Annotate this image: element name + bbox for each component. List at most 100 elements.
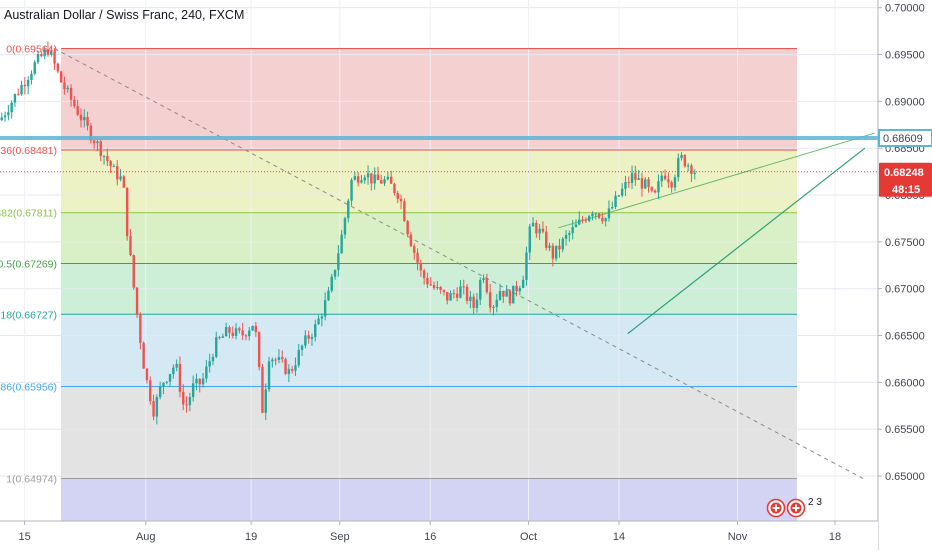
candle-body: [116, 166, 119, 180]
candle-body: [228, 327, 231, 333]
candle-body: [515, 285, 518, 292]
price-tick-label: 0.67000: [885, 284, 925, 296]
price-tick-label: 0.67500: [885, 237, 925, 249]
candle-body: [551, 245, 555, 259]
time-axis[interactable]: 15 Aug 19 Sep 16 Oct 14 Nov 18: [0, 520, 878, 550]
candle-body: [564, 234, 568, 239]
candle-body: [634, 173, 637, 180]
candle-body: [30, 73, 33, 81]
candle-body: [389, 176, 393, 184]
candle-body: [591, 213, 594, 217]
candle-body: [198, 378, 201, 385]
candle-body: [231, 332, 234, 336]
candle-body: [380, 180, 383, 184]
candle-body: [10, 102, 13, 113]
candle-body: [429, 284, 432, 286]
candles: [0, 41, 696, 425]
candle-body: [343, 218, 347, 235]
candle-body: [112, 166, 116, 168]
candle-body: [40, 54, 43, 57]
candle-body: [284, 359, 287, 374]
candle-body: [686, 165, 690, 167]
fib-label: 0.618(0.66727): [0, 309, 57, 321]
candle-body: [548, 245, 551, 248]
candle-body: [201, 378, 205, 385]
candle-body: [630, 173, 634, 184]
candle-body: [535, 222, 538, 234]
time-tick-label: 18: [829, 531, 841, 543]
candle-body: [693, 172, 696, 174]
candle-body: [601, 217, 604, 222]
candle-body: [26, 80, 30, 87]
candle-body: [492, 306, 495, 308]
candle-body: [300, 345, 304, 350]
candle-body: [211, 356, 215, 362]
trend-lines: [54, 48, 875, 479]
trend-line-channel-lower[interactable]: [627, 147, 866, 335]
candle-body: [409, 234, 413, 247]
candle-body: [36, 54, 40, 63]
candle-body: [0, 117, 3, 121]
candle-body: [162, 382, 165, 387]
candle-body: [587, 216, 591, 221]
trend-line-diagonal-dashed[interactable]: [54, 48, 864, 479]
fib-level-lines: [61, 48, 797, 479]
candle-body: [663, 175, 667, 180]
swiss-flag-icon[interactable]: [786, 498, 806, 518]
candle-body: [17, 94, 20, 96]
candle-body: [485, 278, 489, 293]
price-tick-label: 0.69500: [885, 50, 925, 62]
candle-body: [690, 165, 693, 174]
candle-body: [53, 51, 56, 64]
candle-body: [122, 176, 126, 188]
candle-body: [604, 218, 607, 222]
candle-body: [175, 363, 178, 368]
candle-body: [99, 141, 102, 157]
candle-body: [459, 286, 462, 298]
candle-body: [607, 208, 611, 219]
candle-body: [594, 213, 597, 215]
candle-body: [462, 286, 465, 288]
fib-zone: [61, 314, 797, 387]
fib-label: 0.236(0.68481): [0, 145, 57, 157]
candle-body: [251, 325, 254, 331]
candle-body: [620, 188, 624, 196]
candle-body: [597, 213, 601, 218]
price-tick-label: 0.65000: [885, 471, 925, 483]
horizontal-level-tag: [878, 128, 932, 147]
price-tick-label: 0.70000: [885, 3, 925, 15]
candle-body: [545, 231, 548, 248]
candle-body: [178, 363, 182, 392]
time-tick-label: 15: [18, 531, 30, 543]
fib-zone: [61, 48, 797, 150]
candle-body: [373, 174, 376, 184]
candle-body: [13, 94, 17, 103]
candle-body: [195, 378, 198, 384]
candle-body: [205, 366, 208, 379]
candle-body: [647, 179, 650, 188]
trend-line-channel-upper[interactable]: [558, 132, 875, 229]
candle-body: [667, 179, 670, 183]
candle-body: [215, 337, 218, 357]
candle-body: [488, 292, 492, 308]
candle-body: [653, 190, 657, 193]
candle-body: [129, 236, 132, 256]
price-axis[interactable]: 0.700000.695000.690000.685000.680000.675…: [877, 0, 932, 550]
candle-body: [125, 187, 129, 237]
candle-body: [627, 182, 630, 184]
candle-body: [46, 49, 50, 55]
swiss-flag-icon[interactable]: [766, 498, 786, 518]
candle-body: [109, 161, 112, 167]
candle-body: [257, 332, 261, 368]
time-tick-label: 14: [613, 531, 625, 543]
fib-zone: [61, 149, 797, 213]
candle-body: [310, 336, 314, 339]
candle-body: [356, 176, 360, 183]
candle-body: [465, 286, 469, 301]
countdown-text: 48:15: [892, 184, 920, 196]
candle-body: [554, 245, 558, 259]
candle-body: [139, 314, 142, 343]
candle-body: [403, 201, 406, 222]
